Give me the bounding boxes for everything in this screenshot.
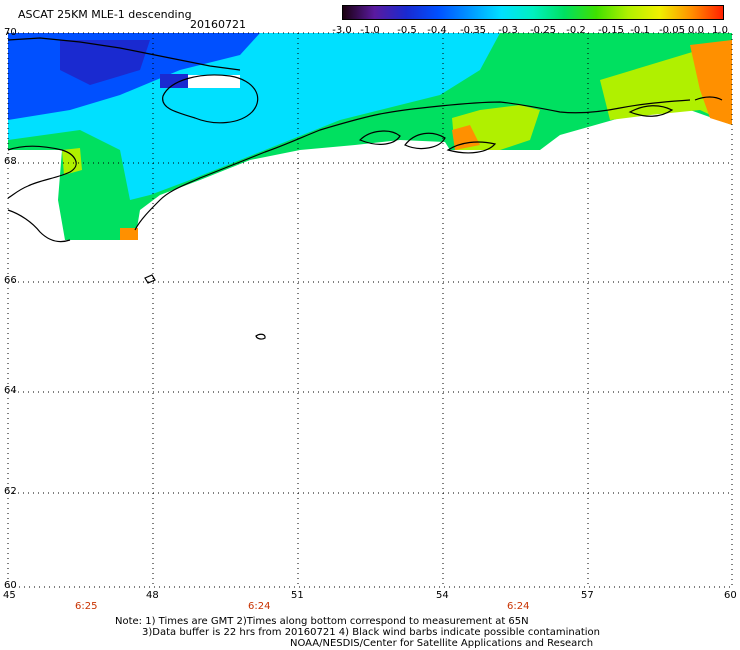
- island-outline: [144, 274, 156, 284]
- colorbar-label: 1.0: [712, 25, 728, 36]
- lon-label: 45: [3, 590, 16, 601]
- lon-label: 57: [581, 590, 594, 601]
- data-swath: [62, 148, 82, 175]
- time-label: 6:25: [75, 601, 98, 612]
- chart-title: ASCAT 25KM MLE-1 descending: [18, 8, 192, 21]
- colorbar-label: -0.3: [498, 25, 518, 36]
- colorbar-label: -0.35: [460, 25, 486, 36]
- coastline-east: [694, 96, 723, 101]
- colorbar-labels: -3.0 -1.0 -0.5 -0.4 -0.35 -0.3 -0.25 -0.…: [330, 25, 730, 37]
- island-outline: [255, 333, 266, 340]
- colorbar-label: -0.25: [530, 25, 556, 36]
- lon-label: 54: [436, 590, 449, 601]
- data-swath: [60, 40, 150, 85]
- lat-label: 70: [4, 27, 17, 38]
- coastline-southwest: [7, 209, 71, 243]
- island-outline: [446, 141, 497, 154]
- lon-label: 48: [146, 590, 159, 601]
- note-line: Note: 1) Times are GMT 2)Times along bot…: [115, 616, 529, 627]
- colorbar-label: -0.4: [427, 25, 447, 36]
- coastline-north: [7, 37, 241, 71]
- colorbar-label: -1.0: [360, 25, 380, 36]
- colorbar-label: -3.0: [332, 25, 352, 36]
- lon-label: 60: [724, 590, 737, 601]
- date-label: 20160721: [190, 18, 246, 31]
- time-label: 6:24: [507, 601, 530, 612]
- data-swath: [120, 228, 138, 240]
- lat-label: 62: [4, 486, 17, 497]
- colorbar-label: -0.2: [566, 25, 586, 36]
- data-gap: [188, 75, 240, 88]
- data-field: [8, 33, 732, 240]
- island-outline: [404, 132, 446, 150]
- colorbar: [342, 5, 724, 20]
- graticule: [8, 33, 732, 587]
- coastline: [7, 37, 723, 340]
- plot-frame: [7, 32, 733, 588]
- lon-label: 51: [291, 590, 304, 601]
- island-outline: [628, 105, 674, 117]
- coastline-main: [134, 99, 691, 231]
- colorbar-label: -0.5: [397, 25, 417, 36]
- lake-outline: [162, 74, 259, 124]
- colorbar-label: -0.15: [598, 25, 624, 36]
- island-outline: [358, 130, 401, 145]
- colorbar-label: -0.05: [659, 25, 685, 36]
- note-line: 3)Data buffer is 22 hrs from 20160721 4)…: [142, 627, 600, 638]
- note-line: NOAA/NESDIS/Center for Satellite Applica…: [290, 638, 594, 649]
- lat-label: 64: [4, 385, 17, 396]
- data-swath: [690, 40, 732, 125]
- time-label: 6:24: [248, 601, 271, 612]
- lat-label: 68: [4, 156, 17, 167]
- colorbar-label: 0.0: [688, 25, 704, 36]
- data-swath: [160, 74, 188, 88]
- colorbar-label: -0.1: [630, 25, 650, 36]
- lat-label: 66: [4, 275, 17, 286]
- lat-label: 60: [4, 580, 17, 591]
- coastline-west: [7, 145, 77, 199]
- data-swath: [452, 125, 480, 150]
